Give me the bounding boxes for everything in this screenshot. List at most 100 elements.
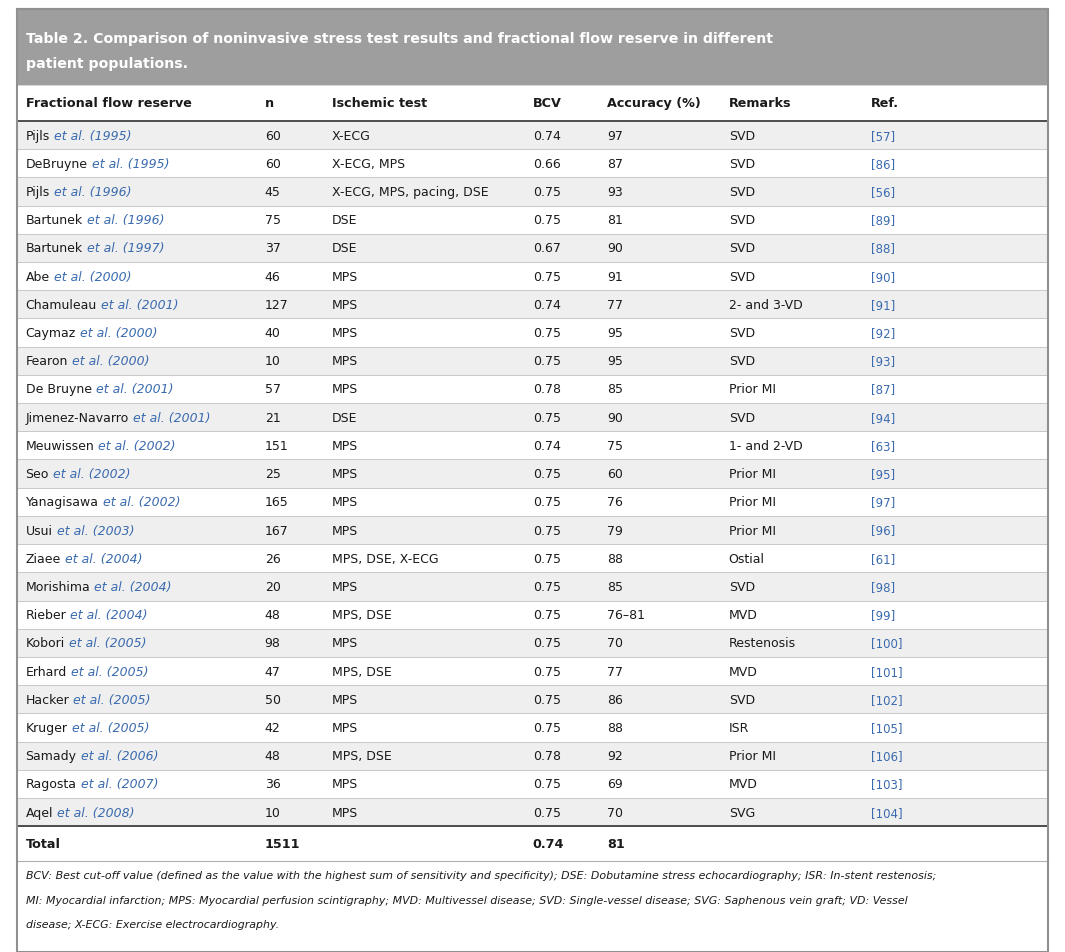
Text: [93]: [93] [871, 355, 895, 367]
Text: 0.75: 0.75 [532, 411, 561, 425]
Text: [86]: [86] [871, 158, 895, 170]
Text: et al. (2001): et al. (2001) [92, 383, 173, 396]
Text: et al. (2004): et al. (2004) [66, 608, 148, 622]
Text: 0.75: 0.75 [532, 608, 561, 622]
Text: SVD: SVD [728, 129, 755, 143]
Text: 0.75: 0.75 [532, 805, 561, 819]
Text: et al. (2003): et al. (2003) [52, 524, 134, 537]
Text: disease; X-ECG: Exercise electrocardiography.: disease; X-ECG: Exercise electrocardiogr… [26, 920, 279, 929]
Text: Total: Total [26, 837, 61, 850]
Text: X-ECG, MPS, pacing, DSE: X-ECG, MPS, pacing, DSE [331, 186, 489, 199]
Text: Aqel: Aqel [26, 805, 53, 819]
Text: Accuracy (%): Accuracy (%) [607, 97, 701, 110]
Bar [17, 826, 1048, 861]
Bar [17, 234, 1048, 263]
Text: et al. (2005): et al. (2005) [69, 693, 151, 706]
Text: Fractional flow reserve: Fractional flow reserve [26, 97, 192, 110]
Text: 0.75: 0.75 [532, 637, 561, 649]
Text: MPS: MPS [331, 581, 358, 593]
Text: Chamuleau: Chamuleau [26, 299, 97, 311]
Text: 90: 90 [607, 242, 623, 255]
Text: 0.75: 0.75 [532, 214, 561, 227]
Text: et al. (2001): et al. (2001) [129, 411, 210, 425]
Bar [17, 861, 1048, 952]
Text: MVD: MVD [728, 664, 757, 678]
Text: [89]: [89] [871, 214, 895, 227]
Text: MPS: MPS [331, 440, 358, 452]
Text: et al. (1995): et al. (1995) [50, 129, 131, 143]
Text: patient populations.: patient populations. [26, 57, 187, 71]
Text: 167: 167 [265, 524, 289, 537]
Bar [17, 742, 1048, 770]
Text: 0.75: 0.75 [532, 327, 561, 340]
Bar [17, 10, 1048, 86]
Text: 91: 91 [607, 270, 623, 284]
Text: 127: 127 [265, 299, 289, 311]
Text: 10: 10 [265, 805, 280, 819]
Text: [92]: [92] [871, 327, 896, 340]
Text: et al. (2000): et al. (2000) [50, 270, 131, 284]
Bar [17, 122, 1048, 150]
Text: SVD: SVD [728, 214, 755, 227]
Text: 77: 77 [607, 664, 623, 678]
Text: 85: 85 [607, 383, 623, 396]
Text: et al. (1996): et al. (1996) [50, 186, 131, 199]
Text: 76: 76 [607, 496, 623, 508]
Text: X-ECG, MPS: X-ECG, MPS [331, 158, 405, 170]
Text: et al. (2007): et al. (2007) [77, 778, 158, 790]
Bar [17, 291, 1048, 319]
Text: 0.75: 0.75 [532, 355, 561, 367]
Text: Meuwissen: Meuwissen [26, 440, 95, 452]
Text: Fearon: Fearon [26, 355, 68, 367]
Text: et al. (2004): et al. (2004) [91, 581, 171, 593]
Text: 75: 75 [607, 440, 623, 452]
Text: MPS: MPS [331, 327, 358, 340]
Text: [56]: [56] [871, 186, 895, 199]
Text: et al. (1995): et al. (1995) [87, 158, 169, 170]
Text: 0.74: 0.74 [532, 299, 560, 311]
Text: Morishima: Morishima [26, 581, 91, 593]
Text: 88: 88 [607, 722, 623, 734]
Text: 0.74: 0.74 [532, 129, 560, 143]
Text: SVD: SVD [728, 158, 755, 170]
Text: [97]: [97] [871, 496, 896, 508]
Text: [95]: [95] [871, 467, 895, 481]
Text: 60: 60 [607, 467, 623, 481]
Text: Ostial: Ostial [728, 552, 765, 565]
Text: 90: 90 [607, 411, 623, 425]
Text: Caymaz: Caymaz [26, 327, 76, 340]
Text: Restenosis: Restenosis [728, 637, 796, 649]
Text: SVD: SVD [728, 411, 755, 425]
Bar [17, 207, 1048, 234]
Text: [104]: [104] [871, 805, 902, 819]
Bar [17, 770, 1048, 798]
Text: Prior MI: Prior MI [728, 383, 775, 396]
Text: Prior MI: Prior MI [728, 749, 775, 763]
Text: 48: 48 [265, 749, 280, 763]
Bar [17, 685, 1048, 714]
Text: 0.75: 0.75 [532, 467, 561, 481]
Text: Table 2. Comparison of noninvasive stress test results and fractional flow reser: Table 2. Comparison of noninvasive stres… [26, 31, 772, 46]
Text: et al. (2005): et al. (2005) [67, 722, 149, 734]
Bar [17, 460, 1048, 488]
Bar [17, 404, 1048, 432]
Text: 46: 46 [265, 270, 280, 284]
Text: et al. (2002): et al. (2002) [49, 467, 130, 481]
Text: MPS, DSE, X-ECG: MPS, DSE, X-ECG [331, 552, 439, 565]
Text: 87: 87 [607, 158, 623, 170]
Text: et al. (1996): et al. (1996) [83, 214, 164, 227]
Text: 0.74: 0.74 [532, 837, 564, 850]
Text: 0.78: 0.78 [532, 383, 561, 396]
Text: MPS, DSE: MPS, DSE [331, 664, 392, 678]
Text: ISR: ISR [728, 722, 749, 734]
Text: [63]: [63] [871, 440, 895, 452]
Text: MPS: MPS [331, 467, 358, 481]
Text: MVD: MVD [728, 608, 757, 622]
Text: Pijls: Pijls [26, 129, 50, 143]
Text: 42: 42 [265, 722, 280, 734]
Text: 70: 70 [607, 637, 623, 649]
Text: et al. (2006): et al. (2006) [77, 749, 158, 763]
Text: Prior MI: Prior MI [728, 467, 775, 481]
Bar [17, 488, 1048, 516]
Text: 79: 79 [607, 524, 623, 537]
